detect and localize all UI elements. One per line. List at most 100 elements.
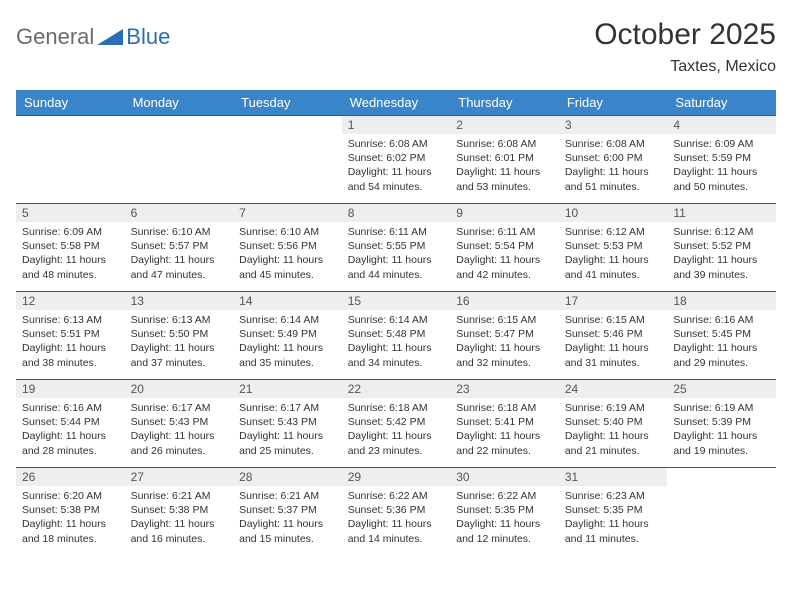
day-body: Sunrise: 6:08 AMSunset: 6:00 PMDaylight:… xyxy=(559,134,668,198)
sunrise-text: Sunrise: 6:23 AM xyxy=(565,489,662,503)
calendar-day-cell: 15Sunrise: 6:14 AMSunset: 5:48 PMDayligh… xyxy=(342,292,451,380)
sunrise-text: Sunrise: 6:16 AM xyxy=(673,313,770,327)
weekday-header: Friday xyxy=(559,90,668,116)
sunset-text: Sunset: 5:41 PM xyxy=(456,415,553,429)
sunset-text: Sunset: 5:42 PM xyxy=(348,415,445,429)
calendar-day-cell: 24Sunrise: 6:19 AMSunset: 5:40 PMDayligh… xyxy=(559,380,668,468)
calendar-day-cell xyxy=(125,116,234,204)
sunset-text: Sunset: 5:52 PM xyxy=(673,239,770,253)
sunset-text: Sunset: 5:36 PM xyxy=(348,503,445,517)
day-number: 16 xyxy=(450,292,559,310)
daylight-text: Daylight: 11 hours and 54 minutes. xyxy=(348,165,445,193)
day-number xyxy=(125,116,234,122)
day-body: Sunrise: 6:16 AMSunset: 5:44 PMDaylight:… xyxy=(16,398,125,462)
daylight-text: Daylight: 11 hours and 12 minutes. xyxy=(456,517,553,545)
day-body: Sunrise: 6:19 AMSunset: 5:39 PMDaylight:… xyxy=(667,398,776,462)
header: General Blue October 2025 Taxtes, Mexico xyxy=(16,18,776,76)
daylight-text: Daylight: 11 hours and 29 minutes. xyxy=(673,341,770,369)
calendar-week-row: 1Sunrise: 6:08 AMSunset: 6:02 PMDaylight… xyxy=(16,116,776,204)
day-number: 14 xyxy=(233,292,342,310)
day-body: Sunrise: 6:13 AMSunset: 5:50 PMDaylight:… xyxy=(125,310,234,374)
daylight-text: Daylight: 11 hours and 35 minutes. xyxy=(239,341,336,369)
sunrise-text: Sunrise: 6:08 AM xyxy=(348,137,445,151)
day-body: Sunrise: 6:10 AMSunset: 5:56 PMDaylight:… xyxy=(233,222,342,286)
calendar-day-cell: 27Sunrise: 6:21 AMSunset: 5:38 PMDayligh… xyxy=(125,468,234,556)
sunset-text: Sunset: 5:54 PM xyxy=(456,239,553,253)
day-number: 27 xyxy=(125,468,234,486)
day-number: 7 xyxy=(233,204,342,222)
day-body: Sunrise: 6:09 AMSunset: 5:59 PMDaylight:… xyxy=(667,134,776,198)
sunset-text: Sunset: 5:43 PM xyxy=(239,415,336,429)
day-body: Sunrise: 6:09 AMSunset: 5:58 PMDaylight:… xyxy=(16,222,125,286)
calendar-day-cell: 31Sunrise: 6:23 AMSunset: 5:35 PMDayligh… xyxy=(559,468,668,556)
daylight-text: Daylight: 11 hours and 15 minutes. xyxy=(239,517,336,545)
daylight-text: Daylight: 11 hours and 19 minutes. xyxy=(673,429,770,457)
sunset-text: Sunset: 5:53 PM xyxy=(565,239,662,253)
calendar-day-cell: 12Sunrise: 6:13 AMSunset: 5:51 PMDayligh… xyxy=(16,292,125,380)
calendar-day-cell: 20Sunrise: 6:17 AMSunset: 5:43 PMDayligh… xyxy=(125,380,234,468)
day-number: 6 xyxy=(125,204,234,222)
daylight-text: Daylight: 11 hours and 25 minutes. xyxy=(239,429,336,457)
sunrise-text: Sunrise: 6:19 AM xyxy=(673,401,770,415)
calendar-day-cell: 3Sunrise: 6:08 AMSunset: 6:00 PMDaylight… xyxy=(559,116,668,204)
day-number: 15 xyxy=(342,292,451,310)
sunrise-text: Sunrise: 6:20 AM xyxy=(22,489,119,503)
day-number: 23 xyxy=(450,380,559,398)
calendar-day-cell: 29Sunrise: 6:22 AMSunset: 5:36 PMDayligh… xyxy=(342,468,451,556)
calendar-day-cell xyxy=(667,468,776,556)
weekday-header: Tuesday xyxy=(233,90,342,116)
sunset-text: Sunset: 5:59 PM xyxy=(673,151,770,165)
day-number: 22 xyxy=(342,380,451,398)
daylight-text: Daylight: 11 hours and 28 minutes. xyxy=(22,429,119,457)
sunrise-text: Sunrise: 6:21 AM xyxy=(131,489,228,503)
day-number: 1 xyxy=(342,116,451,134)
daylight-text: Daylight: 11 hours and 39 minutes. xyxy=(673,253,770,281)
sunset-text: Sunset: 5:50 PM xyxy=(131,327,228,341)
sunset-text: Sunset: 5:55 PM xyxy=(348,239,445,253)
sunrise-text: Sunrise: 6:12 AM xyxy=(565,225,662,239)
sunset-text: Sunset: 5:43 PM xyxy=(131,415,228,429)
sunset-text: Sunset: 5:51 PM xyxy=(22,327,119,341)
calendar-day-cell: 26Sunrise: 6:20 AMSunset: 5:38 PMDayligh… xyxy=(16,468,125,556)
day-body: Sunrise: 6:21 AMSunset: 5:38 PMDaylight:… xyxy=(125,486,234,550)
day-body: Sunrise: 6:11 AMSunset: 5:54 PMDaylight:… xyxy=(450,222,559,286)
day-number: 19 xyxy=(16,380,125,398)
calendar-day-cell: 17Sunrise: 6:15 AMSunset: 5:46 PMDayligh… xyxy=(559,292,668,380)
sunset-text: Sunset: 5:37 PM xyxy=(239,503,336,517)
sunrise-text: Sunrise: 6:11 AM xyxy=(456,225,553,239)
calendar-day-cell: 28Sunrise: 6:21 AMSunset: 5:37 PMDayligh… xyxy=(233,468,342,556)
calendar-day-cell xyxy=(233,116,342,204)
calendar-day-cell: 9Sunrise: 6:11 AMSunset: 5:54 PMDaylight… xyxy=(450,204,559,292)
sunset-text: Sunset: 5:38 PM xyxy=(131,503,228,517)
weekday-row: Sunday Monday Tuesday Wednesday Thursday… xyxy=(16,90,776,116)
daylight-text: Daylight: 11 hours and 21 minutes. xyxy=(565,429,662,457)
day-number: 10 xyxy=(559,204,668,222)
daylight-text: Daylight: 11 hours and 53 minutes. xyxy=(456,165,553,193)
daylight-text: Daylight: 11 hours and 18 minutes. xyxy=(22,517,119,545)
day-body: Sunrise: 6:20 AMSunset: 5:38 PMDaylight:… xyxy=(16,486,125,550)
sunset-text: Sunset: 5:45 PM xyxy=(673,327,770,341)
month-title: October 2025 xyxy=(594,18,776,52)
sunrise-text: Sunrise: 6:14 AM xyxy=(239,313,336,327)
daylight-text: Daylight: 11 hours and 26 minutes. xyxy=(131,429,228,457)
calendar-week-row: 19Sunrise: 6:16 AMSunset: 5:44 PMDayligh… xyxy=(16,380,776,468)
day-number: 21 xyxy=(233,380,342,398)
calendar-day-cell: 23Sunrise: 6:18 AMSunset: 5:41 PMDayligh… xyxy=(450,380,559,468)
calendar-day-cell: 18Sunrise: 6:16 AMSunset: 5:45 PMDayligh… xyxy=(667,292,776,380)
sunset-text: Sunset: 5:47 PM xyxy=(456,327,553,341)
weekday-header: Saturday xyxy=(667,90,776,116)
calendar-day-cell: 13Sunrise: 6:13 AMSunset: 5:50 PMDayligh… xyxy=(125,292,234,380)
calendar-day-cell: 21Sunrise: 6:17 AMSunset: 5:43 PMDayligh… xyxy=(233,380,342,468)
sunrise-text: Sunrise: 6:14 AM xyxy=(348,313,445,327)
calendar-day-cell: 16Sunrise: 6:15 AMSunset: 5:47 PMDayligh… xyxy=(450,292,559,380)
sunrise-text: Sunrise: 6:22 AM xyxy=(348,489,445,503)
day-number: 31 xyxy=(559,468,668,486)
calendar-day-cell: 19Sunrise: 6:16 AMSunset: 5:44 PMDayligh… xyxy=(16,380,125,468)
daylight-text: Daylight: 11 hours and 11 minutes. xyxy=(565,517,662,545)
sunset-text: Sunset: 5:35 PM xyxy=(456,503,553,517)
day-number: 8 xyxy=(342,204,451,222)
daylight-text: Daylight: 11 hours and 38 minutes. xyxy=(22,341,119,369)
day-body: Sunrise: 6:14 AMSunset: 5:48 PMDaylight:… xyxy=(342,310,451,374)
day-number xyxy=(233,116,342,122)
day-body: Sunrise: 6:22 AMSunset: 5:36 PMDaylight:… xyxy=(342,486,451,550)
